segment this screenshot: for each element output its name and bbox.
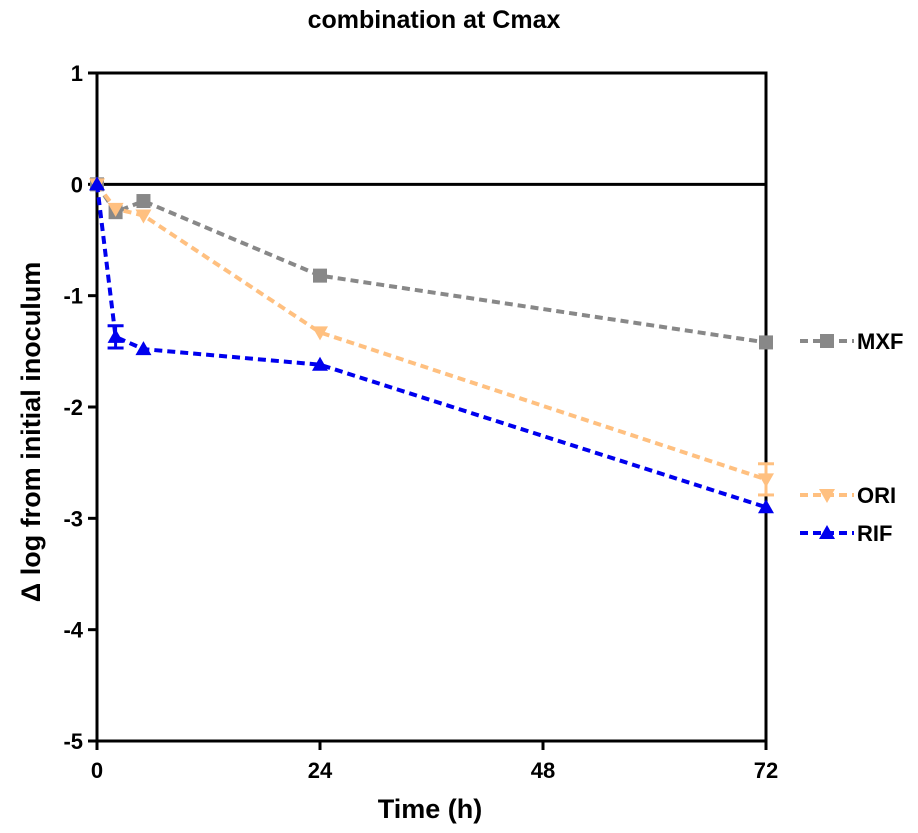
series-line-rif — [95, 184, 767, 510]
data-point-rif — [107, 328, 124, 343]
plot-area: 1 0 -1 -2 -3 -4 -5 0 24 48 72 — [63, 61, 778, 783]
data-point-ori — [312, 326, 328, 341]
data-point-rif — [89, 176, 105, 191]
data-point-rif — [135, 341, 152, 356]
data-point-rif — [312, 356, 328, 371]
y-tick-label: -5 — [63, 729, 83, 754]
series-line-ori — [95, 183, 767, 482]
y-tick-label: -3 — [63, 506, 83, 531]
x-axis-label: Time (h) — [378, 794, 483, 824]
series-line-mxf — [95, 183, 767, 345]
legend-label-rif: RIF — [857, 521, 892, 546]
x-tick-label: 72 — [754, 758, 778, 783]
legend: MXF ORI RIF — [800, 329, 903, 546]
data-point-mxf — [759, 335, 773, 350]
data-point-mxf — [313, 268, 327, 283]
legend-marker-mxf — [820, 334, 834, 348]
chart-title: combination at Cmax — [308, 6, 561, 34]
x-tick-label: 48 — [531, 758, 555, 783]
y-tick-label: 1 — [71, 61, 83, 86]
data-point-ori — [135, 209, 152, 224]
data-point-mxf — [136, 194, 151, 209]
y-axis-label: Δ log from initial inoculum — [16, 262, 46, 602]
legend-marker-rif — [819, 525, 835, 539]
y-tick-label: -2 — [63, 395, 83, 420]
y-tick-label: -1 — [63, 284, 83, 309]
data-point-rif — [758, 499, 774, 514]
data-point-ori — [758, 473, 774, 488]
x-tick-label: 0 — [91, 758, 103, 783]
data-point-ori — [107, 202, 124, 217]
legend-marker-ori — [819, 489, 835, 503]
y-tick-label: -4 — [63, 618, 83, 643]
x-tick-label: 24 — [308, 758, 333, 783]
legend-label-ori: ORI — [857, 483, 896, 508]
legend-label-mxf: MXF — [857, 329, 903, 354]
plot-frame — [95, 71, 768, 743]
y-tick-label: 0 — [71, 172, 83, 197]
